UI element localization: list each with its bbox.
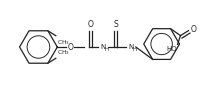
Text: O: O: [190, 25, 196, 34]
Text: O: O: [67, 42, 73, 52]
Text: CH$_3$: CH$_3$: [57, 48, 70, 57]
Text: CH$_3$: CH$_3$: [57, 38, 70, 47]
Text: S: S: [113, 20, 118, 29]
Text: H: H: [133, 47, 137, 52]
Text: O: O: [87, 20, 93, 29]
Text: N: N: [128, 44, 133, 50]
Text: HO: HO: [166, 46, 177, 52]
Text: N: N: [100, 44, 106, 50]
Text: H: H: [105, 47, 109, 52]
